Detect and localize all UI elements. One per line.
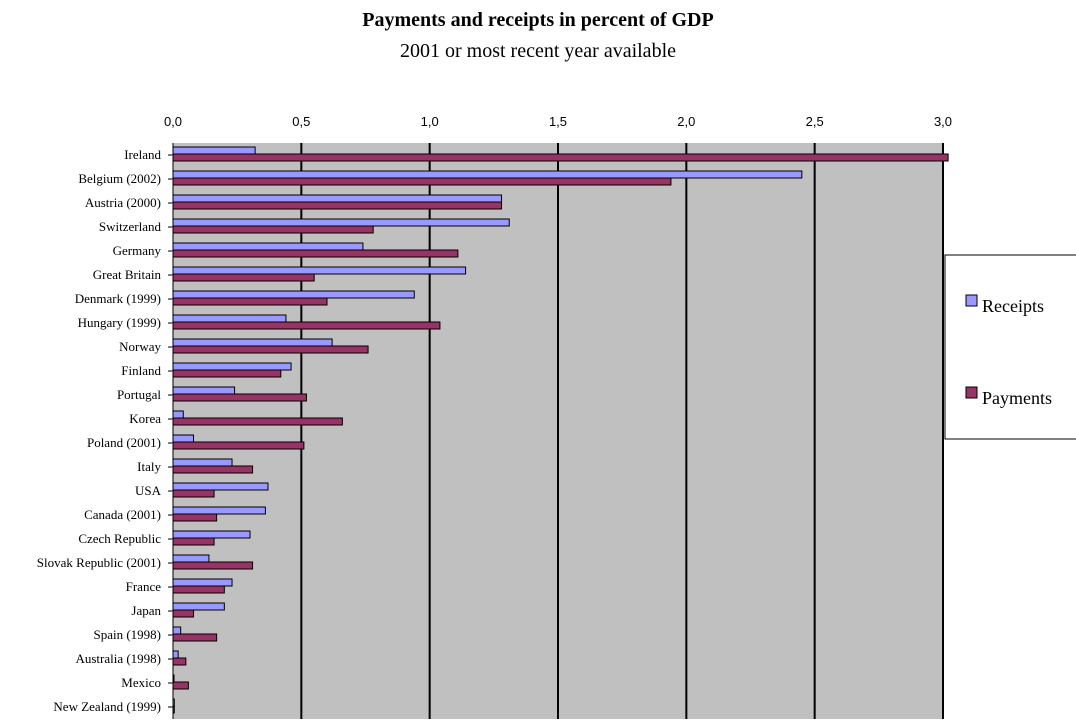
category-label: Slovak Republic (2001) [37, 555, 161, 570]
bar-receipts [172, 530, 251, 539]
x-tick-label: 2,0 [677, 114, 695, 129]
category-label: Denmark (1999) [75, 291, 161, 306]
bar-payments [172, 273, 315, 282]
legend: Receipts Payments [944, 254, 1076, 440]
category-label: Germany [113, 243, 162, 258]
bar-payments [172, 561, 254, 570]
category-label: Ireland [124, 147, 161, 162]
bar-payments [172, 441, 305, 450]
bar-payments [172, 345, 369, 354]
bar-payments [172, 465, 254, 474]
bar-receipts [172, 194, 503, 203]
category-label: Korea [129, 411, 161, 426]
bar-payments [172, 393, 307, 402]
bar-receipts [172, 242, 364, 251]
bar-receipts [172, 170, 803, 179]
x-axis-ticks: 0,0 0,5 1,0 1,5 2,0 2,5 3,0 [164, 114, 952, 129]
bar-receipts [172, 266, 467, 275]
legend-label-payments: Payments [982, 388, 1052, 408]
x-tick-label: 1,0 [421, 114, 439, 129]
category-label: Norway [119, 339, 161, 354]
bar-payments [172, 201, 503, 210]
category-label: Japan [131, 603, 161, 618]
bar-receipts [172, 314, 287, 323]
bar-receipts [172, 434, 195, 443]
bar-payments [172, 585, 225, 594]
category-label: Poland (2001) [87, 435, 161, 450]
chart-subtitle: 2001 or most recent year available [400, 40, 676, 62]
bar-payments [172, 537, 215, 546]
category-labels: Ireland Belgium (2002) Austria (2000) Switz… [37, 147, 173, 714]
legend-swatch-payments [965, 386, 978, 399]
bar-receipts [172, 626, 182, 635]
x-tick-label: 2,5 [806, 114, 824, 129]
category-label: France [126, 579, 162, 594]
bar-receipts [172, 386, 236, 395]
legend-swatch-receipts [965, 294, 978, 307]
category-label: Mexico [121, 675, 161, 690]
bar-receipts [172, 290, 415, 299]
category-label: Italy [137, 459, 161, 474]
bar-receipts [172, 602, 225, 611]
bar-payments [172, 177, 672, 186]
category-label: Great Britain [93, 267, 162, 282]
category-label: New Zealand (1999) [53, 699, 161, 714]
category-label: Switzerland [99, 219, 162, 234]
bar-payments [172, 657, 187, 666]
bar-receipts [172, 458, 233, 467]
x-tick-label: 0,5 [292, 114, 310, 129]
legend-label-receipts: Receipts [982, 296, 1044, 316]
category-label: Belgium (2002) [78, 171, 161, 186]
bar-payments [172, 321, 441, 330]
bar-receipts [172, 506, 266, 515]
category-label: Portugal [117, 387, 161, 402]
chart-title: Payments and receipts in percent of GDP [362, 9, 713, 31]
bar-receipts [172, 218, 510, 227]
bar-payments [172, 153, 949, 162]
bar-payments [172, 249, 459, 258]
category-label: Finland [121, 363, 161, 378]
category-label: Hungary (1999) [78, 315, 161, 330]
bar-payments [172, 633, 218, 642]
category-label: Czech Republic [78, 531, 161, 546]
bar-payments [172, 417, 343, 426]
gridlines [300, 143, 944, 719]
bar-receipts [172, 578, 233, 587]
x-tick-label: 0,0 [164, 114, 182, 129]
bar-payments [172, 297, 328, 306]
bar-receipts [172, 482, 269, 491]
bar-receipts [172, 650, 179, 659]
bar-payments [172, 609, 195, 618]
bar-payments [172, 369, 282, 378]
bar-receipts [172, 554, 210, 563]
bar-receipts [172, 410, 184, 419]
category-label: Spain (1998) [93, 627, 161, 642]
category-label: Canada (2001) [84, 507, 161, 522]
category-label: Australia (1998) [75, 651, 161, 666]
bar-payments [172, 513, 218, 522]
bar-receipts [172, 338, 333, 347]
x-tick-label: 1,5 [549, 114, 567, 129]
category-label: USA [135, 483, 162, 498]
x-tick-label: 3,0 [934, 114, 952, 129]
bar-payments [172, 225, 374, 234]
category-label: Austria (2000) [85, 195, 161, 210]
bar-receipts [172, 146, 256, 155]
legend-box [944, 254, 1076, 440]
bar-payments [172, 681, 189, 690]
bar-payments [172, 489, 215, 498]
bar-receipts [172, 362, 292, 371]
